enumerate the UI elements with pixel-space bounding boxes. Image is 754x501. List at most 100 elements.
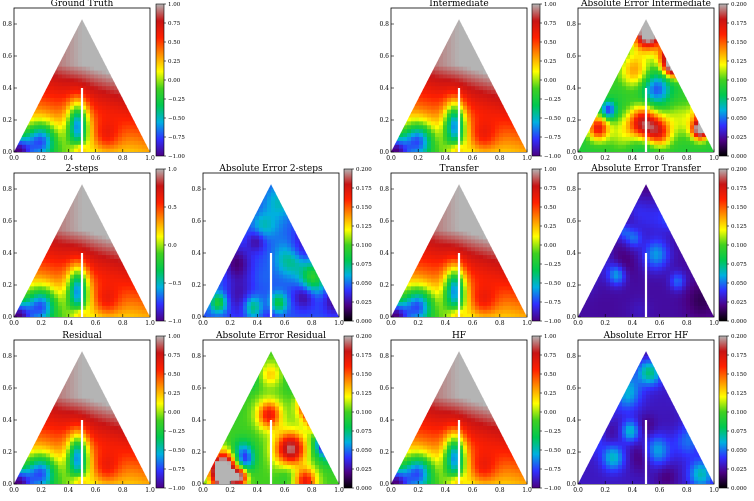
colorbar-tick-label: 0.025 <box>731 300 747 306</box>
y-tick-label: 0.0 <box>191 314 201 321</box>
x-tick-label: 0.0 <box>9 487 19 494</box>
colorbar-tick-label: 0.50 <box>168 40 181 46</box>
panel-title: Absolute Error 2-steps <box>218 164 323 174</box>
x-tick-label: 0.2 <box>36 487 46 494</box>
x-tick-label: 0.6 <box>655 320 665 327</box>
x-tick-label: 0.6 <box>280 320 290 327</box>
x-tick-label: 0.0 <box>573 487 583 494</box>
colorbar <box>343 168 353 322</box>
x-tick-label: 1.0 <box>145 320 155 327</box>
y-tick-label: 0.6 <box>191 218 201 225</box>
panel-title: 2-steps <box>66 164 99 174</box>
y-tick-label: 0.8 <box>379 353 389 360</box>
panel-intermediate: Intermediate 0.0 0.2 0.4 0.6 0.8 1.0 0.0 0.2 0.4 0… <box>379 0 561 162</box>
x-tick-label: 0.6 <box>91 320 101 327</box>
colorbar-tick-label: 0.00 <box>544 243 557 249</box>
colorbar-tick-label: 0.125 <box>356 224 372 230</box>
x-tick-label: 0.0 <box>9 155 19 162</box>
colorbar-tick-label: 0.200 <box>356 167 372 173</box>
x-tick-label: 0.2 <box>600 155 610 162</box>
colorbar-tick-label: 1.00 <box>544 2 557 8</box>
colorbar-tick-label: 0.00 <box>544 410 557 416</box>
x-tick-label: 1.0 <box>334 487 344 494</box>
x-tick-label: 0.8 <box>495 487 505 494</box>
colorbar-tick-label: 0.175 <box>731 21 747 27</box>
colorbar-tick-label: 0.125 <box>731 224 747 230</box>
colorbar <box>531 168 541 322</box>
colorbar-tick-label: 0.75 <box>544 21 557 27</box>
y-tick-label: 0.4 <box>566 417 576 424</box>
colorbar-tick-label: 0.125 <box>731 391 747 397</box>
colorbar-tick-label: 0.175 <box>731 353 747 359</box>
colorbar-tick-label: 0.75 <box>544 186 557 192</box>
panel-abs-error-transfer: Absolute Error Transfer 0.0 0.2 0.4 0.6 0.8 1.… <box>566 164 747 327</box>
y-tick-label: 0.6 <box>566 218 576 225</box>
y-tick-label: 0.8 <box>566 21 576 28</box>
colorbar-tick-label: 0.125 <box>356 391 372 397</box>
x-tick-label: 0.4 <box>441 155 451 162</box>
colorbar-tick-label: 0.075 <box>731 262 747 268</box>
panel-transfer: Transfer 0.0 0.2 0.4 0.6 0.8 1.0 0.0 0.2 0.4 0.6 0.… <box>379 164 561 327</box>
x-tick-label: 0.4 <box>628 155 638 162</box>
y-tick-label: 0.2 <box>191 282 201 289</box>
colorbar-tick-label: 0.075 <box>731 429 747 435</box>
colorbar-tick-label: −0.75 <box>168 467 185 473</box>
y-tick-label: 0.0 <box>566 149 576 156</box>
colorbar-tick-label: −0.25 <box>544 429 561 435</box>
x-tick-label: 0.0 <box>573 155 583 162</box>
colorbar-tick-label: −0.50 <box>168 116 185 122</box>
colorbar-tick-label: 0.200 <box>731 334 747 340</box>
x-tick-label: 0.6 <box>655 155 665 162</box>
y-tick-label: 0.6 <box>566 385 576 392</box>
colorbar-tick-label: 0.25 <box>544 224 557 230</box>
colorbar-tick-label: 0.75 <box>168 21 181 27</box>
colorbar-tick-label: 0.075 <box>731 97 747 103</box>
colorbar-tick-label: −0.75 <box>544 135 561 141</box>
y-tick-label: 0.4 <box>379 417 389 424</box>
x-tick-label: 0.8 <box>682 487 692 494</box>
panel-title: Absolute Error Intermediate <box>580 0 711 9</box>
colorbar-tick-label: 0.150 <box>731 205 747 211</box>
y-tick-label: 0.8 <box>379 21 389 28</box>
x-tick-label: 1.0 <box>522 320 532 327</box>
y-tick-label: 0.2 <box>566 449 576 456</box>
x-tick-label: 0.0 <box>386 155 396 162</box>
x-tick-label: 0.2 <box>413 487 423 494</box>
colorbar-tick-label: 1.00 <box>544 167 557 173</box>
y-tick-label: 0.8 <box>191 353 201 360</box>
x-tick-label: 0.2 <box>413 155 423 162</box>
colorbar-tick-label: 0.150 <box>356 205 372 211</box>
colorbar-tick-label: −0.50 <box>168 448 185 454</box>
x-tick-label: 0.0 <box>198 487 208 494</box>
colorbar-tick-label: 0.125 <box>731 59 747 65</box>
colorbar-tick-label: 0.100 <box>731 243 747 249</box>
colorbar-tick-label: 0.200 <box>356 334 372 340</box>
y-tick-label: 0.6 <box>379 385 389 392</box>
y-tick-label: 0.4 <box>379 85 389 92</box>
colorbar-tick-label: 0.175 <box>356 186 372 192</box>
x-tick-label: 1.0 <box>709 320 719 327</box>
colorbar-tick-label: 0.25 <box>168 59 181 65</box>
x-tick-label: 1.0 <box>334 320 344 327</box>
y-tick-label: 0.0 <box>2 149 12 156</box>
colorbar-tick-label: 0.75 <box>544 353 557 359</box>
y-tick-label: 0.2 <box>2 117 12 124</box>
colorbar-tick-label: 0.50 <box>544 372 557 378</box>
x-tick-label: 0.8 <box>118 320 128 327</box>
x-tick-label: 0.6 <box>468 487 478 494</box>
y-tick-label: 0.0 <box>379 149 389 156</box>
colorbar-tick-label: −0.25 <box>544 97 561 103</box>
y-tick-label: 0.6 <box>2 385 12 392</box>
colorbar-tick-label: −1.00 <box>544 154 561 160</box>
x-tick-label: 0.4 <box>64 487 74 494</box>
x-tick-label: 0.2 <box>413 320 423 327</box>
x-tick-label: 0.0 <box>573 320 583 327</box>
colorbar-tick-label: 0.00 <box>544 78 557 84</box>
x-tick-label: 1.0 <box>709 487 719 494</box>
colorbar-tick-label: −0.75 <box>168 135 185 141</box>
colorbar-tick-label: 0.000 <box>731 154 747 160</box>
y-tick-label: 0.6 <box>2 218 12 225</box>
y-tick-label: 0.0 <box>191 481 201 488</box>
panel-residual: Residual 0.0 0.2 0.4 0.6 0.8 1.0 0.0 0.2 0.4 0.6 0.… <box>2 331 185 494</box>
colorbar-tick-label: 0.25 <box>544 391 557 397</box>
